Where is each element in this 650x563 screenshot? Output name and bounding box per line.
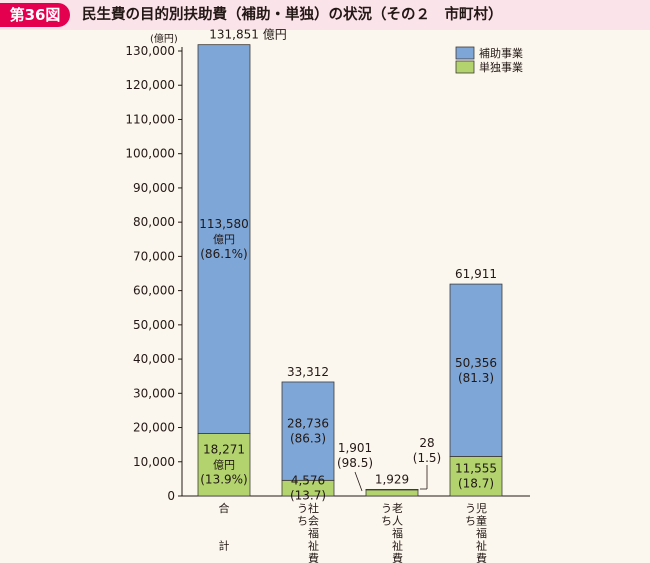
legend-label: 補助事業: [479, 46, 523, 60]
bar-segment-subsidy: [449, 283, 503, 457]
bar-segment-independent: [197, 433, 251, 497]
y-tick-label: 90,000: [133, 181, 175, 195]
legend-swatch: [455, 60, 475, 74]
subsidy-value-label: 50,356: [455, 356, 497, 370]
legend-swatch: [455, 46, 475, 60]
category-label: 費: [297, 551, 319, 563]
independent-value-label: (18.7): [458, 477, 494, 491]
figure-header: 第36図 民生費の目的別扶助費（補助・単独）の状況（その２ 市町村）: [0, 0, 650, 30]
category-label: 祉: [465, 540, 487, 553]
category-label: 費: [465, 551, 487, 563]
subsidy-value-label: (86.1%): [200, 247, 247, 261]
subsidy-value-label: (1.5): [413, 451, 441, 465]
subsidy-value-label: (81.3): [458, 371, 494, 385]
category-label: 福: [465, 526, 487, 540]
y-unit-label: (億円): [150, 32, 178, 45]
bar-segment-subsidy: [197, 44, 251, 434]
bar-segment-independent: [449, 456, 503, 497]
y-tick-label: 130,000: [125, 44, 175, 58]
y-tick-label: 0: [167, 489, 175, 503]
bar-total-label: 131,851 億円: [209, 28, 286, 42]
category-label: ち童: [465, 514, 487, 528]
bar-total-label: 33,312: [287, 365, 329, 379]
category-label: 計: [219, 539, 230, 553]
independent-value-label: 4,576: [291, 474, 325, 488]
y-tick-label: 80,000: [133, 215, 175, 229]
figure-number-badge: 第36図: [0, 3, 70, 27]
category-label: 祉: [297, 540, 319, 553]
subsidy-value-label: 28,736: [287, 417, 329, 431]
independent-value-label: (98.5): [337, 456, 373, 470]
bar-total-label: 1,929: [375, 472, 409, 486]
category-label: 福: [381, 526, 403, 540]
category-label: ち会: [297, 515, 319, 528]
independent-value-label: 11,555: [455, 462, 497, 476]
independent-value-label: 1,901: [338, 441, 372, 455]
independent-value-label: (13.9%): [200, 473, 247, 487]
subsidy-value-label: 113,580: [199, 217, 249, 231]
independent-callout-line: [354, 471, 363, 492]
y-tick-label: 120,000: [125, 78, 175, 92]
y-tick-label: 20,000: [133, 421, 175, 435]
bar-segment-subsidy: [365, 488, 419, 491]
y-tick-label: 50,000: [133, 318, 175, 332]
independent-value-label: (13.7): [290, 489, 326, 503]
category-label: う老: [381, 502, 403, 515]
y-tick-label: 10,000: [133, 455, 175, 469]
y-tick-label: 60,000: [133, 284, 175, 298]
legend-label: 単独事業: [479, 60, 523, 74]
category-label: 福: [297, 526, 319, 540]
subsidy-value-label: (86.3): [290, 432, 326, 446]
category-label: 費: [381, 551, 403, 563]
y-tick-label: 40,000: [133, 352, 175, 366]
category-label: 祉: [381, 540, 403, 553]
bar-segment-independent: [365, 489, 419, 497]
subsidy-value-label: 億円: [213, 233, 235, 246]
category-label: う社: [297, 501, 319, 515]
independent-value-label: 18,271: [203, 443, 245, 457]
figure-title: 民生費の目的別扶助費（補助・単独）の状況（その２ 市町村）: [82, 7, 503, 23]
bar-segment-subsidy: [281, 381, 335, 481]
category-label: ち人: [381, 515, 403, 528]
y-tick-label: 110,000: [125, 112, 175, 126]
subsidy-value-label: 28: [419, 436, 434, 450]
y-tick-label: 70,000: [133, 249, 175, 263]
category-label: 合: [219, 501, 230, 515]
y-tick-label: 30,000: [133, 386, 175, 400]
y-tick-label: 100,000: [125, 147, 175, 161]
independent-value-label: 億円: [213, 459, 235, 472]
bar-total-label: 61,911: [455, 267, 497, 281]
category-label: う児: [465, 502, 487, 515]
